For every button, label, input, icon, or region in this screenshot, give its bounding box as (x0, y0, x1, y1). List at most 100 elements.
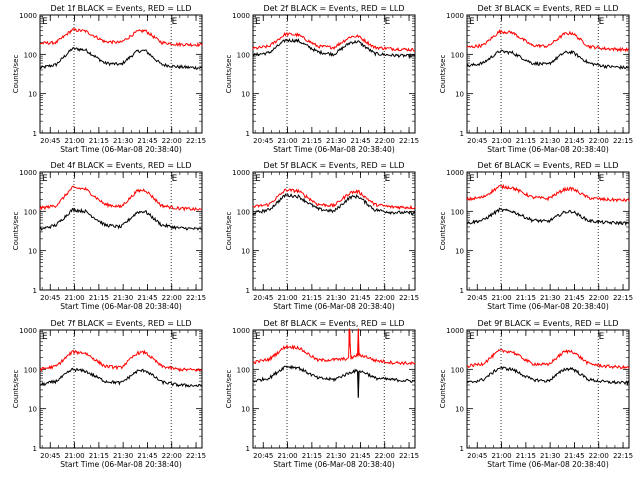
panel-det-4: Det 4f BLACK = Events, RED = LLD 1 10 100 10… (12, 161, 206, 311)
y-tick-label: 1000 (446, 327, 464, 335)
y-tick-label: 10 (28, 248, 37, 256)
panel-det-7: Det 7f BLACK = Events, RED = LLD 1 10 100 10… (12, 319, 206, 469)
x-tick-label: 22:00 (162, 294, 182, 302)
y-tick-label: 1 (246, 287, 250, 295)
y-tick-label: 1000 (446, 169, 464, 177)
x-tick-label: 20:45 (253, 294, 273, 302)
x-tick-label: 21:00 (64, 137, 84, 145)
corner-mark-right: E (385, 174, 391, 184)
x-tick-label: 22:15 (613, 137, 633, 145)
corner-mark-left: E (42, 174, 48, 184)
panel-title: Det 9f BLACK = Events, RED = LLD (477, 319, 618, 328)
y-tick-label: 1 (460, 130, 464, 138)
series-lld (252, 188, 416, 211)
y-tick-label: 10 (241, 248, 250, 256)
corner-mark-left: E (42, 332, 48, 342)
x-tick-label: 21:15 (302, 294, 322, 302)
x-tick-label: 22:00 (589, 452, 609, 460)
corner-mark-left: E (255, 174, 261, 184)
y-tick-label: 10 (241, 91, 250, 99)
x-tick-label: 22:15 (613, 294, 633, 302)
corner-mark-left: E (42, 17, 48, 27)
x-tick-label: 21:45 (137, 452, 157, 460)
panel-title: Det 5f BLACK = Events, RED = LLD (263, 161, 404, 170)
plot-frame (466, 329, 630, 449)
x-tick-label: 20:45 (253, 452, 273, 460)
plot-frame (252, 14, 416, 134)
x-tick-label: 21:30 (326, 137, 346, 145)
series-lld (252, 328, 416, 366)
corner-mark-left: E (255, 17, 261, 27)
x-tick-label: 21:00 (491, 294, 511, 302)
y-tick-label: 100 (24, 51, 37, 59)
plot-frame (252, 329, 416, 449)
panel-title: Det 6f BLACK = Events, RED = LLD (477, 161, 618, 170)
x-tick-label: 21:15 (89, 137, 109, 145)
x-tick-label: 21:15 (516, 294, 536, 302)
plot-frame (39, 171, 203, 291)
x-tick-label: 21:15 (516, 137, 536, 145)
plot-frame (39, 329, 203, 449)
y-tick-label: 10 (28, 406, 37, 414)
y-tick-label: 100 (24, 208, 37, 216)
x-tick-label: 20:45 (253, 137, 273, 145)
x-tick-label: 20:45 (467, 294, 487, 302)
corner-mark-right: E (172, 332, 178, 342)
series-events (466, 207, 630, 227)
y-tick-label: 100 (237, 208, 250, 216)
y-tick-label: 1 (246, 445, 250, 453)
y-tick-label: 1 (246, 130, 250, 138)
x-tick-label: 21:30 (540, 452, 560, 460)
x-tick-label: 21:45 (350, 137, 370, 145)
series-events (252, 38, 416, 60)
x-tick-label: 20:45 (40, 137, 60, 145)
panel-det-5: Det 5f BLACK = Events, RED = LLD 1 10 100 10… (225, 161, 419, 311)
y-tick-label: 100 (237, 366, 250, 374)
series-events (252, 364, 416, 398)
y-tick-label: 10 (455, 248, 464, 256)
x-tick-label: 20:45 (40, 294, 60, 302)
x-tick-label: 22:00 (375, 452, 395, 460)
plot-frame (466, 171, 630, 291)
y-axis-label: Counts/sec (12, 370, 20, 409)
panel-det-3: Det 3f BLACK = Events, RED = LLD 1 10 100 10… (439, 4, 633, 154)
panel-det-1: Det 1f BLACK = Events, RED = LLD 1 10 100 10… (12, 4, 206, 154)
x-tick-label: 22:00 (375, 137, 395, 145)
x-tick-label: 20:45 (467, 452, 487, 460)
y-tick-label: 1 (460, 287, 464, 295)
series-lld (39, 185, 202, 212)
corner-mark-right: E (172, 17, 178, 27)
x-tick-label: 21:30 (326, 452, 346, 460)
series-lld (39, 349, 203, 373)
x-tick-label: 20:45 (467, 137, 487, 145)
x-tick-label: 22:15 (186, 452, 206, 460)
x-tick-label: 21:15 (89, 452, 109, 460)
corner-mark-right: E (385, 332, 391, 342)
x-tick-label: 21:15 (302, 137, 322, 145)
x-tick-label: 22:00 (162, 452, 182, 460)
panel-title: Det 1f BLACK = Events, RED = LLD (50, 4, 191, 13)
y-tick-label: 1000 (19, 169, 37, 177)
x-tick-label: 21:15 (302, 452, 322, 460)
corner-mark-right: E (599, 174, 605, 184)
x-axis-label: Start Time (06-Mar-08 20:38:40) (60, 460, 182, 469)
series-events (252, 193, 416, 216)
x-tick-label: 22:00 (375, 294, 395, 302)
x-axis-label: Start Time (06-Mar-08 20:38:40) (273, 302, 395, 311)
x-tick-label: 21:00 (64, 452, 84, 460)
panel-title: Det 4f BLACK = Events, RED = LLD (50, 161, 191, 170)
y-tick-label: 10 (455, 91, 464, 99)
panel-det-8: Det 8f BLACK = Events, RED = LLD 1 10 100 10… (225, 319, 419, 469)
y-tick-label: 1000 (19, 12, 37, 20)
panel-title: Det 3f BLACK = Events, RED = LLD (477, 4, 618, 13)
y-tick-label: 1000 (232, 12, 250, 20)
corner-mark-right: E (599, 332, 605, 342)
series-events (466, 366, 630, 386)
y-axis-label: Counts/sec (439, 370, 447, 409)
panel-det-6: Det 6f BLACK = Events, RED = LLD 1 10 100 10… (439, 161, 633, 311)
x-tick-label: 21:30 (540, 137, 560, 145)
panel-title: Det 7f BLACK = Events, RED = LLD (50, 319, 191, 328)
x-tick-label: 21:45 (564, 137, 584, 145)
x-axis-label: Start Time (06-Mar-08 20:38:40) (487, 460, 609, 469)
x-tick-label: 21:45 (564, 452, 584, 460)
